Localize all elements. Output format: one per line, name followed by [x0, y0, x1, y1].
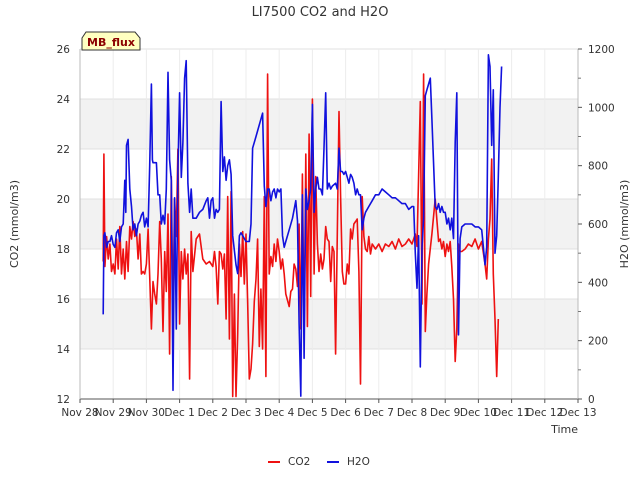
x-tick-label: Nov 29 — [95, 407, 132, 419]
x-axis-label: Time — [550, 423, 578, 436]
x-tick-label: Nov 30 — [128, 407, 165, 419]
plot-band — [80, 99, 578, 149]
y-axis-left-label: CO2 (mmol/m3) — [8, 180, 21, 268]
y-right-tick-label: 1000 — [588, 102, 615, 114]
x-tick-label: Dec 2 — [198, 407, 228, 419]
y-right-tick-label: 1200 — [588, 44, 615, 56]
y-left-tick-label: 20 — [57, 194, 70, 206]
y-left-tick-label: 12 — [57, 394, 70, 406]
legend-label-h2o: H2O — [347, 456, 370, 468]
x-tick-label: Nov 28 — [61, 407, 98, 419]
x-tick-label: Dec 11 — [493, 407, 530, 419]
x-tick-label: Dec 1 — [164, 407, 194, 419]
y-right-tick-label: 200 — [588, 336, 608, 348]
y-left-tick-label: 14 — [57, 344, 71, 356]
plot-band — [80, 299, 578, 349]
x-tick-label: Dec 5 — [297, 407, 327, 419]
y-left-tick-label: 18 — [57, 244, 70, 256]
x-tick-label: Dec 6 — [330, 407, 361, 419]
series-line-h2o — [102, 54, 503, 397]
x-tick-label: Dec 13 — [559, 407, 596, 419]
y-left-tick-label: 24 — [57, 94, 71, 106]
x-tick-label: Dec 9 — [430, 407, 460, 419]
legend-label-co2: CO2 — [288, 456, 310, 468]
y-right-tick-label: 0 — [588, 394, 595, 406]
y-left-tick-label: 22 — [57, 144, 70, 156]
y-right-tick-label: 400 — [588, 277, 608, 289]
legend: CO2 H2O — [268, 456, 370, 468]
plot-area — [80, 49, 578, 399]
annotation-badge: MB_flux — [81, 31, 141, 51]
y-axis-right-label: H2O (mmol/m3) — [618, 180, 631, 269]
y-left-tick-label: 26 — [57, 44, 71, 56]
x-tick-label: Dec 4 — [264, 407, 295, 419]
series-line-co2 — [102, 73, 500, 398]
x-tick-label: Dec 10 — [460, 407, 497, 419]
series-layer — [102, 54, 503, 398]
x-tick-label: Dec 12 — [526, 407, 563, 419]
y-left-tick-label: 16 — [57, 294, 71, 306]
chart-title: LI7500 CO2 and H2O — [252, 5, 389, 20]
x-tick-label: Dec 7 — [364, 407, 394, 419]
x-tick-label: Dec 3 — [231, 407, 261, 419]
y-right-tick-label: 600 — [588, 219, 608, 231]
annotation-badge-shape — [81, 31, 141, 51]
x-tick-label: Dec 8 — [397, 407, 427, 419]
annotation-label: MB_flux — [87, 36, 135, 49]
y-right-tick-label: 800 — [588, 161, 608, 173]
